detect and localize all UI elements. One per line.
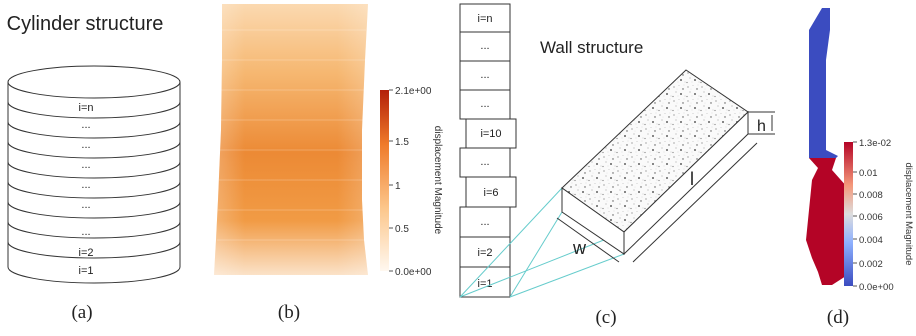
layer-label: ... — [81, 179, 90, 191]
panel-d: 1.3e-02 0.01 0.008 0.006 0.004 0.002 0.0… — [806, 8, 914, 328]
panel-b-caption: (b) — [278, 302, 300, 323]
projection-lines — [459, 187, 625, 298]
layer-label: i=1 — [79, 265, 94, 277]
wall-high-displacement — [806, 158, 848, 285]
colorbar-d-tick: 0.004 — [859, 235, 883, 246]
block-label: i=1 — [478, 278, 493, 290]
layer-label: ... — [81, 119, 90, 131]
block-label: ... — [480, 98, 489, 110]
panel-c-caption: (c) — [595, 307, 616, 328]
block-label: ... — [480, 69, 489, 81]
colorbar-b-tick: 0.5 — [395, 224, 409, 235]
dimension-l-label: l — [690, 169, 694, 189]
panel-d-caption: (d) — [827, 307, 849, 328]
block-label: i=10 — [480, 128, 501, 140]
cylinder-drawing — [7, 65, 181, 284]
layer-label: ... — [81, 139, 90, 151]
colorbar-b-tick: 2.1e+00 — [395, 86, 432, 97]
colorbar-b: 2.1e+00 1.5 1 0.5 0.0e+00 displacement M… — [380, 86, 443, 278]
colorbar-b-tick: 1.5 — [395, 137, 409, 148]
block-label: i=n — [478, 13, 493, 25]
colorbar-b-tick: 0.0e+00 — [395, 267, 432, 278]
colorbar-d-tick: 0.01 — [859, 168, 878, 179]
wall-block-labels: i=n ... ... ... i=10 ... i=6 ... i=2 i=1 — [478, 13, 502, 290]
panel-c: i=n ... ... ... i=10 ... i=6 ... i=2 i=1… — [459, 3, 775, 328]
wall-block — [465, 176, 517, 208]
colorbar-d-tick: 0.002 — [859, 259, 883, 270]
layer-label: ... — [81, 199, 90, 211]
wall-block — [459, 266, 511, 298]
block-label: ... — [480, 216, 489, 228]
block-label: ... — [480, 40, 489, 52]
deformed-wall-render — [806, 8, 848, 285]
panel-a-title: Cylinder structure — [7, 13, 164, 35]
colorbar-d-tick: 0.008 — [859, 190, 883, 201]
dimension-h-label: h — [757, 118, 766, 135]
layer-label: i=n — [79, 102, 94, 114]
wall-low-displacement — [809, 8, 838, 158]
colorbar-d-gradient — [844, 142, 853, 286]
colorbar-b-gradient — [380, 90, 389, 271]
layer-label: ... — [81, 159, 90, 171]
colorbar-d-tick: 0.0e+00 — [859, 282, 894, 293]
panel-a-caption: (a) — [71, 302, 92, 323]
cylinder-layer-labels: i=n ... ... ... ... ... ... i=2 i=1 — [79, 102, 94, 277]
colorbar-b-tick: 1 — [395, 181, 401, 192]
colorbar-d: 1.3e-02 0.01 0.008 0.006 0.004 0.002 0.0… — [844, 138, 914, 293]
wall-block — [465, 118, 517, 149]
wall-block — [459, 206, 511, 238]
colorbar-d-tick: 0.006 — [859, 212, 883, 223]
block-label: i=2 — [478, 247, 493, 259]
layer-label: i=2 — [79, 247, 94, 259]
panel-a: Cylinder structure i=n ... ... ... ... .… — [7, 13, 181, 323]
deformed-tower-render — [214, 4, 368, 275]
block-label: ... — [480, 156, 489, 168]
wall-block — [459, 60, 511, 91]
colorbar-d-title: displacement Magnitude — [903, 163, 914, 266]
panel-c-title: Wall structure — [540, 38, 643, 57]
colorbar-d-tick: 1.3e-02 — [859, 138, 891, 149]
wall-block — [459, 31, 511, 62]
wall-block — [459, 89, 511, 120]
wall-block-3d — [561, 69, 749, 256]
panel-b: 2.1e+00 1.5 1 0.5 0.0e+00 displacement M… — [214, 4, 443, 323]
layer-label: ... — [81, 226, 90, 238]
block-label: i=6 — [484, 187, 499, 199]
colorbar-b-title: displacement Magnitude — [432, 126, 443, 235]
dimension-w-label: w — [572, 238, 587, 258]
dimension-lines — [556, 111, 775, 263]
wall-block-column — [459, 3, 517, 298]
